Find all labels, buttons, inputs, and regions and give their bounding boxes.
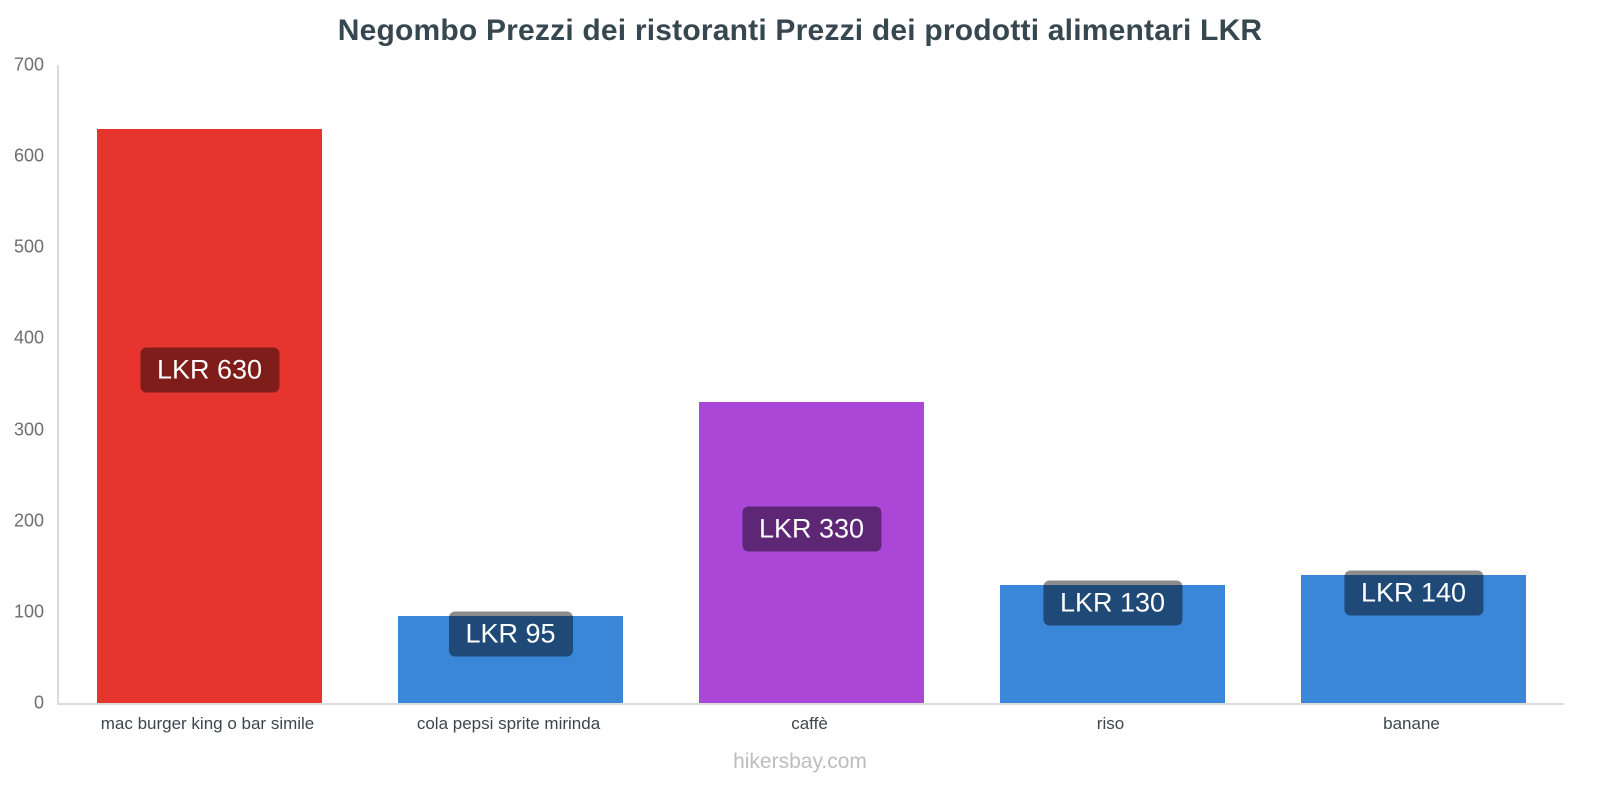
category-label: cola pepsi sprite mirinda <box>416 714 601 733</box>
y-tick-label: 0 <box>33 692 44 713</box>
category-label: mac burger king o bar simile <box>100 714 315 733</box>
y-tick-label: 200 <box>13 510 44 531</box>
bar-1: LKR 630 <box>96 128 323 703</box>
plot-area: LKR 630 LKR 95 LKR 330 LKR 130 LKR 140 <box>57 65 1564 705</box>
bar-value-label: LKR 130 <box>1042 579 1183 626</box>
bar-value-label: LKR 140 <box>1343 570 1484 616</box>
watermark: hikersbay.com <box>733 750 867 773</box>
bar-value-label: LKR 630 <box>139 347 280 393</box>
y-tick-label: 600 <box>13 145 44 166</box>
y-tick-label: 700 <box>13 54 44 75</box>
category-label: banane <box>1383 714 1440 733</box>
y-tick-label: 100 <box>13 601 44 622</box>
bar-3: LKR 330 <box>698 402 925 703</box>
bar-value-label: LKR 330 <box>741 506 882 552</box>
category-label: caffè <box>791 714 828 733</box>
bar-value-label: LKR 95 <box>448 611 573 657</box>
bar-4: LKR 130 <box>999 579 1226 703</box>
bar-5: LKR 140 <box>1300 570 1527 703</box>
bar-2: LKR 95 <box>397 611 624 703</box>
y-tick-label: 400 <box>13 327 44 348</box>
category-label: riso <box>1096 714 1125 733</box>
y-tick-label: 500 <box>13 236 44 257</box>
chart-title: Negombo Prezzi dei ristoranti Prezzi dei… <box>337 14 1263 47</box>
y-tick-label: 300 <box>13 419 44 440</box>
